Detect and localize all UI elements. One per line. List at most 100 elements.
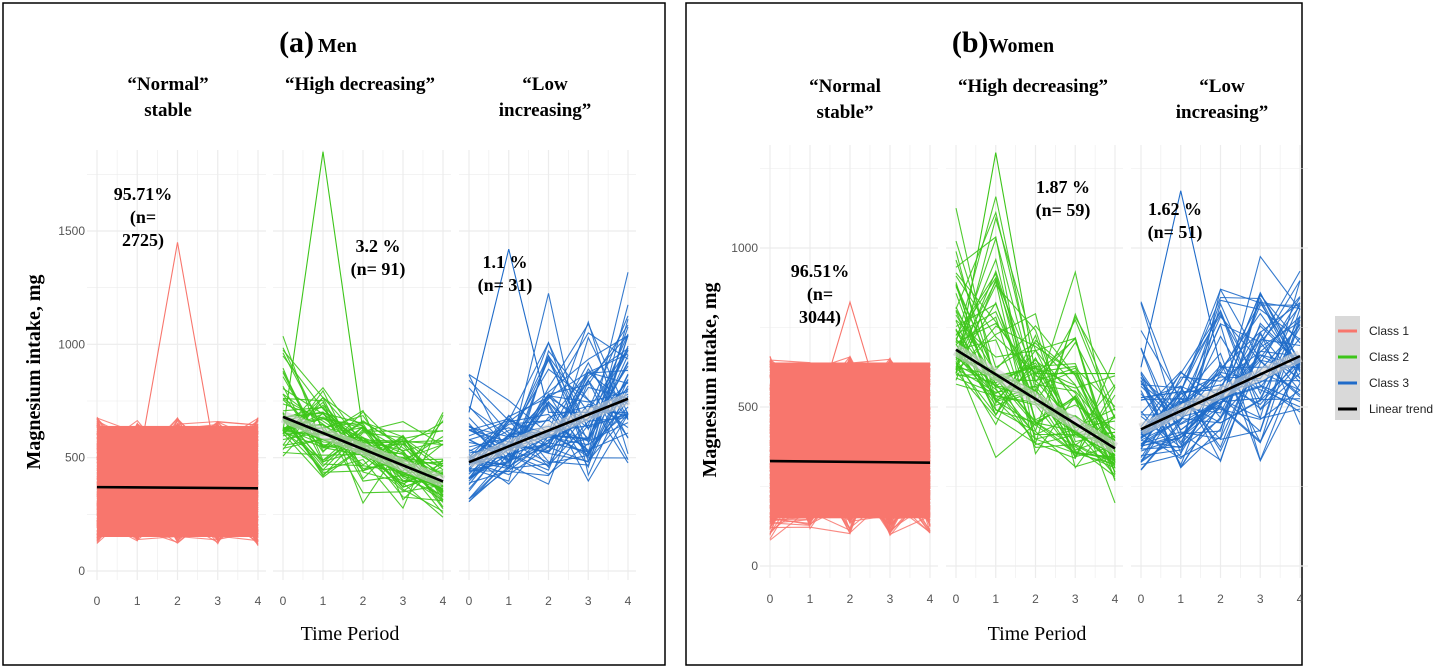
trajectory-line — [468, 391, 629, 500]
class-share-annotation: (n= — [130, 207, 156, 228]
trajectory-line — [468, 333, 629, 477]
facet-label: “High decreasing” — [958, 76, 1108, 97]
y-axis-label: Magnesium intake, mg — [699, 283, 721, 478]
trajectory-lines — [96, 242, 259, 546]
facet-label: “High decreasing” — [285, 74, 435, 95]
x-tick-label: 4 — [625, 594, 632, 608]
trajectory-line — [955, 312, 1116, 445]
x-tick-label: 0 — [280, 594, 287, 608]
trajectory-line — [468, 293, 629, 477]
facet-class-1: 0 1 2 3 4 “Normal stable” 96.51% (n=3044) — [760, 76, 938, 606]
linear-trend-line — [468, 397, 629, 464]
x-axis-label: Time Period — [301, 623, 400, 645]
x-tick-label: 1 — [134, 594, 141, 608]
facet-label: “Low — [522, 74, 568, 95]
x-tick-label: 2 — [360, 594, 367, 608]
x-tick-label: 2 — [545, 594, 552, 608]
legend-key-background — [1335, 316, 1360, 420]
linear-trend-line — [769, 459, 931, 464]
trajectory-line — [955, 361, 1116, 459]
x-tick-label: 1 — [1177, 592, 1184, 606]
class-share-annotation: 1.87 % — [1036, 177, 1090, 197]
x-tick-label: 3 — [1072, 592, 1079, 606]
trajectory-line — [955, 272, 1116, 469]
trajectory-line — [282, 352, 444, 492]
class-share-annotation: 96.51% — [791, 261, 850, 281]
facet-class-1: 0 1 2 3 4 “Normal” stable 95.71% (n=2725) — [87, 74, 266, 608]
x-tick-label: 3 — [214, 594, 221, 608]
x-tick-label: 2 — [174, 594, 181, 608]
legend-label: Class 2 — [1369, 350, 1409, 364]
facet-label: stable” — [817, 102, 874, 123]
linear-trend-line — [282, 415, 444, 483]
legend-label: Class 1 — [1369, 324, 1409, 338]
y-tick-label: 1000 — [731, 241, 758, 255]
x-tick-label: 3 — [1257, 592, 1264, 606]
trajectory-line — [282, 436, 444, 490]
y-tick-label: 500 — [738, 400, 758, 414]
panel-title-text: Women — [989, 35, 1055, 57]
facet-label: “Normal — [809, 76, 881, 97]
facet-label: “Normal” — [127, 74, 208, 95]
x-tick-label: 0 — [94, 594, 101, 608]
x-tick-label: 3 — [585, 594, 592, 608]
trajectory-line — [955, 320, 1116, 469]
class-share-annotation: (n= 31) — [478, 275, 533, 296]
facet-label: increasing” — [499, 100, 592, 121]
trajectory-line — [1140, 288, 1301, 466]
x-tick-label: 0 — [767, 592, 774, 606]
x-tick-label: 2 — [1032, 592, 1039, 606]
y-tick-label: 1000 — [58, 337, 85, 351]
x-tick-label: 4 — [927, 592, 934, 606]
x-tick-label: 0 — [466, 594, 473, 608]
trajectory-line — [1140, 350, 1301, 445]
trajectory-line — [955, 283, 1116, 445]
panel-letter: (a) — [279, 26, 314, 59]
trajectory-line — [1140, 341, 1301, 463]
x-tick-label: 1 — [320, 594, 327, 608]
linear-trend-line — [1140, 354, 1301, 431]
class-share-annotation: 95.71% — [114, 184, 173, 204]
panel-women: (b)Women Magnesium intake, mg Time Period 0… — [685, 2, 1308, 666]
class-share-annotation: (n= 91) — [351, 259, 406, 280]
y-tick-label: 500 — [65, 451, 85, 465]
trajectory-line — [955, 259, 1116, 473]
y-tick-label: 1500 — [58, 224, 85, 238]
y-tick-label: 0 — [78, 564, 85, 578]
x-tick-label: 4 — [440, 594, 447, 608]
x-tick-label: 3 — [400, 594, 407, 608]
x-tick-label: 4 — [1112, 592, 1119, 606]
x-tick-label: 2 — [847, 592, 854, 606]
trajectory-line — [282, 349, 444, 480]
legend: Class 1 Class 2 Class 3 Linear trend — [1335, 316, 1433, 420]
panel-frame — [685, 2, 1303, 666]
class-share-annotation: 3044) — [799, 307, 841, 328]
class-share-annotation: (n= 51) — [1148, 222, 1203, 243]
x-tick-label: 1 — [505, 594, 512, 608]
x-tick-label: 1 — [807, 592, 814, 606]
class-share-annotation: 1.1 % — [483, 252, 528, 272]
facet-label: stable — [144, 100, 192, 121]
trajectory-line — [955, 196, 1116, 439]
trajectory-line — [1140, 296, 1301, 434]
legend-label: Linear trend — [1369, 402, 1433, 416]
facet-class-2: 0 1 2 3 4 “High decreasing” 1.87 % (n= 59) — [946, 76, 1123, 606]
trajectory-line — [282, 412, 444, 490]
panel-frame — [2, 2, 666, 666]
trajectory-line — [468, 315, 629, 490]
class-share-annotation: 1.62 % — [1148, 199, 1202, 219]
class-share-annotation: 2725) — [122, 230, 164, 251]
y-axis-label: Magnesium intake, mg — [23, 275, 45, 470]
x-tick-label: 0 — [1138, 592, 1145, 606]
facet-class-3: 0 1 2 3 4 “Low increasing” 1.62 % (n= 51) — [1131, 76, 1308, 606]
x-tick-label: 4 — [255, 594, 262, 608]
class-share-annotation: 3.2 % — [356, 236, 401, 256]
facet-class-3: 0 1 2 3 4 “Low increasing” 1.1 % (n= 31) — [459, 74, 636, 608]
class-share-annotation: (n= 59) — [1036, 200, 1091, 221]
panel-letter: (b) — [952, 26, 989, 59]
trajectory-line — [955, 357, 1116, 467]
linear-trend-line — [955, 348, 1116, 450]
linear-trend-line — [96, 485, 259, 490]
x-tick-label: 4 — [1297, 592, 1304, 606]
